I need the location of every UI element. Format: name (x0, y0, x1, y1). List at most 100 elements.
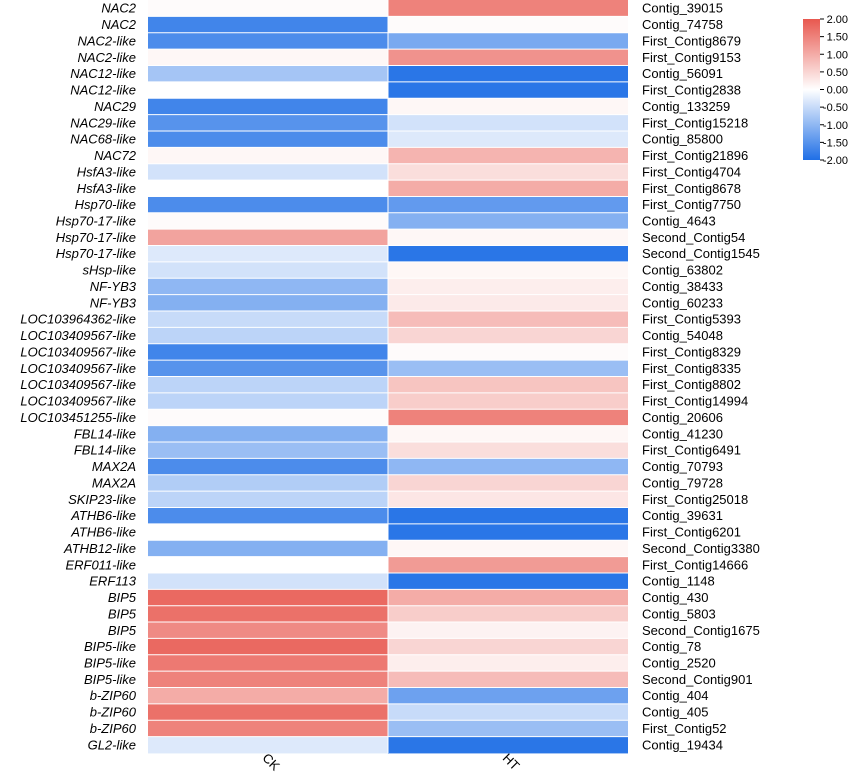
heatmap-cell (388, 720, 628, 738)
heatmap-cell (388, 703, 628, 721)
contig-label: First_Contig8679 (642, 33, 741, 48)
contig-label: First_Contig15218 (642, 115, 748, 130)
heatmap-cell (388, 114, 628, 132)
heatmap-cell (388, 654, 628, 672)
contig-label: Contig_133259 (642, 99, 730, 114)
gene-label: BIP5 (108, 623, 137, 638)
heatmap-cell (388, 278, 628, 296)
gene-label: BIP5-like (84, 672, 136, 687)
gene-label: NAC2-like (77, 50, 136, 65)
contig-label: Second_Contig1675 (642, 623, 760, 638)
gene-label: Hsp70-like (75, 197, 136, 212)
heatmap-cell (388, 376, 628, 394)
heatmap-cell (388, 294, 628, 312)
gene-label: b-ZIP60 (90, 705, 137, 720)
heatmap-cell (388, 16, 628, 34)
heatmap-cell (148, 311, 388, 328)
heatmap-cell (148, 671, 388, 688)
colorbar-tick-label: -0.50 (823, 102, 848, 114)
heatmap-cell (148, 441, 388, 459)
heatmap-cell (388, 736, 628, 754)
heatmap-cell (148, 49, 388, 66)
heatmap-cell (148, 360, 388, 377)
gene-label: NAC12-like (70, 83, 136, 98)
contig-label: Contig_430 (642, 590, 709, 605)
contig-label: First_Contig25018 (642, 492, 748, 507)
contig-label: Second_Contig1545 (642, 246, 760, 261)
gene-label: Hsp70-17-like (56, 246, 136, 261)
gene-label: BIP5 (108, 606, 137, 621)
gene-label: FBL14-like (74, 426, 136, 441)
gene-label: LOC103409567-like (20, 361, 136, 376)
colorbar-gradient (803, 19, 820, 160)
contig-label: First_Contig14666 (642, 557, 748, 572)
heatmap-cell (148, 376, 388, 394)
heatmap-cell (148, 458, 388, 476)
gene-label: MAX2A (92, 459, 136, 474)
heatmap-cell (148, 147, 388, 165)
contig-label: First_Contig14994 (642, 394, 748, 409)
gene-label: LOC103409567-like (20, 344, 136, 359)
gene-label: Hsp70-17-like (56, 214, 136, 229)
contig-label: Contig_60233 (642, 295, 723, 310)
heatmap-cell (388, 458, 628, 476)
heatmap-cell (148, 16, 388, 34)
contig-label: First_Contig9153 (642, 50, 741, 65)
gene-label: NAC68-like (70, 132, 136, 147)
heatmap-cell (388, 147, 628, 165)
contig-label: Contig_20606 (642, 410, 723, 425)
contig-label: First_Contig8802 (642, 377, 741, 392)
heatmap-cell (388, 687, 628, 705)
heatmap-cell (388, 441, 628, 459)
heatmap-cell (388, 261, 628, 279)
gene-label: sHsp-like (83, 263, 136, 278)
heatmap-cell (388, 65, 628, 83)
heatmap-cell (388, 507, 628, 525)
heatmap-cell (148, 523, 388, 541)
colorbar: 2.00 1.50 1.00 0.50 0.00 -0.50 -1.00 -1.50 -2.00 (803, 14, 848, 167)
heatmap-cell (148, 392, 388, 410)
gene-label: MAX2A (92, 475, 136, 490)
gene-label: ATHB12-like (63, 541, 136, 556)
heatmap-cell (388, 523, 628, 541)
contig-label: Contig_4643 (642, 214, 716, 229)
gene-label: NAC29-like (70, 115, 136, 130)
contig-label: Contig_63802 (642, 263, 723, 278)
heatmap-cell (148, 65, 388, 83)
gene-labels: NAC2NAC2NAC2-likeNAC2-likeNAC12-likeNAC1… (20, 1, 136, 753)
contig-label: Contig_39015 (642, 1, 723, 16)
heatmap-cell (148, 507, 388, 525)
heatmap-cell (148, 622, 388, 639)
colorbar-tick-label: 1.50 (827, 32, 848, 44)
heatmap-cell (148, 409, 388, 427)
gene-label: NAC72 (94, 148, 137, 163)
heatmap-cell (148, 556, 388, 574)
gene-label: BIP5-like (84, 655, 136, 670)
gene-label: HsfA3-like (77, 164, 136, 179)
heatmap-cell (388, 474, 628, 492)
heatmap-cell (388, 327, 628, 345)
contig-label: First_Contig2838 (642, 83, 741, 98)
heatmap-cell (148, 327, 388, 345)
heatmap-cell (388, 605, 628, 623)
contig-label: Contig_404 (642, 688, 709, 703)
heatmap-cell (148, 589, 388, 607)
gene-label: LOC103451255-like (20, 410, 136, 425)
heatmap-cell (388, 180, 628, 197)
contig-label: Second_Contig3380 (642, 541, 760, 556)
contig-label: Contig_78 (642, 639, 701, 654)
gene-label: HsfA3-like (77, 181, 136, 196)
heatmap-cell (388, 81, 628, 99)
contig-label: Contig_85800 (642, 132, 723, 147)
heatmap-cell (388, 32, 628, 50)
gene-label: NAC29 (94, 99, 136, 114)
heatmap-cell (148, 196, 388, 214)
gene-label: NAC12-like (70, 66, 136, 81)
column-labels: CK HT (259, 750, 522, 774)
gene-label: Hsp70-17-like (56, 230, 136, 245)
heatmap-cell (388, 556, 628, 574)
contig-label: Contig_41230 (642, 426, 723, 441)
gene-label: GL2-like (88, 737, 136, 752)
heatmap-cell (148, 180, 388, 197)
